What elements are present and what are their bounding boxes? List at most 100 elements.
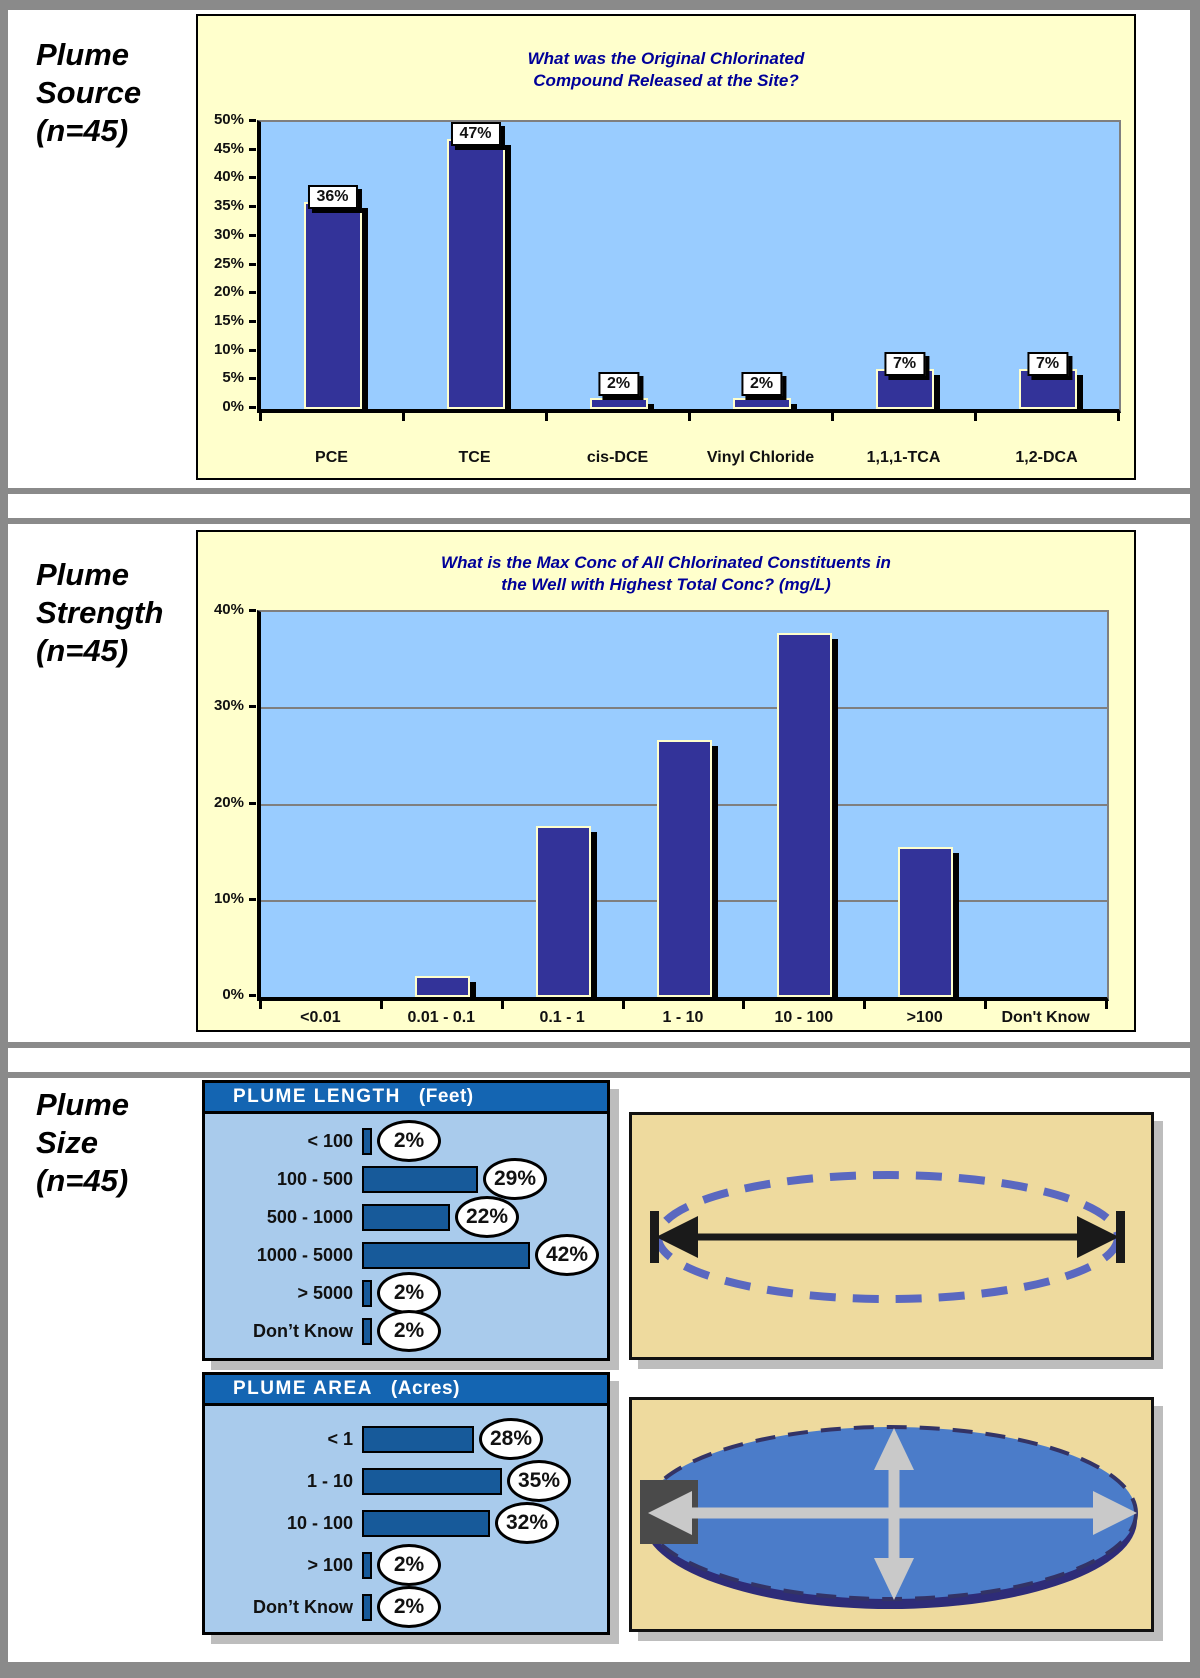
x-axis-tick bbox=[1117, 412, 1120, 421]
x-axis-category-label: 1,2-DCA bbox=[1015, 449, 1078, 466]
table-row: < 100 2% bbox=[205, 1120, 607, 1162]
y-axis-tick-label: 20% bbox=[213, 283, 244, 301]
plume-area-table-body: < 1 28% 1 - 10 35% 10 - 100 32% > 100 2% Don’t K… bbox=[205, 1406, 607, 1628]
y-axis-tick-label: 30% bbox=[213, 225, 244, 243]
x-axis-tick bbox=[831, 412, 834, 421]
x-axis-tick bbox=[402, 412, 405, 421]
page-frame-top bbox=[0, 0, 1200, 10]
bar-value-label: 2% bbox=[597, 372, 640, 396]
row-category-label: > 5000 bbox=[297, 1282, 353, 1303]
y-axis-tick-label: 5% bbox=[222, 369, 244, 387]
table-header-title: PLUME LENGTH bbox=[233, 1086, 401, 1107]
plume-source-chart: What was the Original Chlorinated Compou… bbox=[196, 14, 1136, 480]
y-axis-tick-label: 10% bbox=[213, 340, 244, 358]
plot-area: 36% 47% 2% 2% 7% 7% bbox=[257, 120, 1121, 413]
y-axis-tick bbox=[249, 147, 256, 151]
table-header-unit: (Feet) bbox=[418, 1086, 474, 1107]
panel-divider bbox=[8, 1042, 1190, 1048]
y-axis-tick bbox=[249, 705, 256, 709]
bar-group bbox=[303, 202, 369, 409]
x-axis-category-label: 0.01 - 0.1 bbox=[407, 1009, 476, 1026]
y-axis-tick bbox=[249, 406, 256, 409]
horizontal-arrowhead-right bbox=[1093, 1491, 1137, 1535]
plume-length-illustration bbox=[629, 1112, 1154, 1360]
row-category-label: 1 - 10 bbox=[306, 1470, 353, 1491]
x-axis-tick bbox=[688, 412, 691, 421]
bar-group bbox=[898, 847, 960, 997]
panel-label-line: (n=45) bbox=[36, 1163, 129, 1198]
y-axis-tick bbox=[249, 897, 256, 901]
row-bar bbox=[362, 1279, 372, 1307]
y-axis-tick-label: 30% bbox=[213, 697, 244, 715]
horizontal-arrowhead-left bbox=[648, 1491, 692, 1535]
panel-divider bbox=[8, 518, 1190, 524]
row-bar bbox=[362, 1241, 530, 1269]
y-axis-tick bbox=[249, 377, 256, 381]
x-axis-category-label: 10 - 100 bbox=[774, 1009, 834, 1026]
panel-label-plume-size: Plume Size (n=45) bbox=[36, 1086, 129, 1200]
plume-area-diagram bbox=[640, 1425, 1138, 1609]
chart-title-line: Compound Released at the Site? bbox=[533, 71, 799, 90]
chart-title-line: What was the Original Chlorinated bbox=[527, 49, 805, 68]
y-axis-tick bbox=[249, 205, 256, 209]
row-bar bbox=[362, 1203, 450, 1231]
y-axis-tick bbox=[249, 233, 256, 237]
x-axis-category-label: <0.01 bbox=[300, 1009, 341, 1026]
table-row: 10 - 100 32% bbox=[205, 1502, 607, 1544]
row-value-callout: 2% bbox=[377, 1544, 441, 1586]
table-row: 500 - 1000 22% bbox=[205, 1196, 607, 1238]
table-row: < 1 28% bbox=[205, 1418, 607, 1460]
row-category-label: 10 - 100 bbox=[286, 1512, 353, 1533]
row-bar bbox=[362, 1593, 372, 1621]
row-bar bbox=[362, 1127, 372, 1155]
y-axis-tick bbox=[249, 609, 256, 612]
panel-label-plume-strength: Plume Strength (n=45) bbox=[36, 556, 163, 670]
plume-length-diagram bbox=[650, 1171, 1125, 1303]
bar bbox=[732, 398, 791, 409]
table-header-unit: (Acres) bbox=[390, 1378, 460, 1399]
x-axis-category-label: Don't Know bbox=[1001, 1009, 1090, 1026]
panel-divider bbox=[8, 1072, 1190, 1078]
row-bar bbox=[362, 1509, 490, 1537]
x-axis-category-label: 0.1 - 1 bbox=[539, 1009, 585, 1026]
bar-value-label: 47% bbox=[450, 122, 501, 146]
chart-title: What was the Original Chlorinated Compou… bbox=[198, 48, 1134, 92]
bar bbox=[535, 826, 591, 997]
x-axis-category-label: 1 - 10 bbox=[662, 1009, 704, 1026]
y-axis-tick-label: 10% bbox=[213, 889, 244, 907]
y-axis-tick bbox=[249, 262, 256, 266]
y-axis-tick-label: 15% bbox=[213, 311, 244, 329]
y-axis-tick-label: 40% bbox=[213, 168, 244, 186]
bar-group bbox=[446, 139, 512, 409]
x-axis-tick bbox=[742, 1000, 746, 1009]
panel-label-line: Size bbox=[36, 1125, 99, 1160]
bar bbox=[898, 847, 954, 997]
row-category-label: Don’t Know bbox=[253, 1320, 353, 1341]
x-axis-tick bbox=[974, 412, 977, 421]
row-category-label: < 1 bbox=[327, 1428, 353, 1449]
panel-label-line: Plume bbox=[36, 1087, 130, 1122]
y-axis-tick bbox=[249, 801, 256, 805]
plume-length-table-body: < 100 2% 100 - 500 29% 500 - 1000 22% 1000 - 5… bbox=[205, 1114, 607, 1352]
page-frame-right bbox=[1190, 0, 1200, 1678]
table-row: > 5000 2% bbox=[205, 1272, 607, 1314]
row-category-label: > 100 bbox=[307, 1554, 353, 1575]
bar bbox=[777, 633, 833, 997]
y-axis-tick-label: 40% bbox=[213, 601, 244, 618]
panel-label-line: (n=45) bbox=[36, 633, 129, 668]
bar-value-label: 2% bbox=[740, 372, 783, 396]
row-bar bbox=[362, 1317, 372, 1345]
x-axis-category-label: PCE bbox=[315, 449, 348, 466]
bar-group bbox=[589, 398, 655, 409]
length-end-tick-right bbox=[1116, 1211, 1125, 1263]
page-frame-left bbox=[0, 0, 8, 1678]
vertical-arrowhead-bottom bbox=[874, 1558, 914, 1600]
row-bar bbox=[362, 1551, 372, 1579]
length-arrowhead-left bbox=[656, 1216, 698, 1258]
x-axis-category-label: cis-DCE bbox=[586, 449, 649, 466]
bar bbox=[656, 740, 712, 997]
chart-title-line: the Well with Highest Total Conc? (mg/L) bbox=[501, 575, 831, 594]
x-axis-tick bbox=[621, 1000, 625, 1009]
chart-title: What is the Max Conc of All Chlorinated … bbox=[198, 552, 1134, 596]
length-end-tick-left bbox=[650, 1211, 659, 1263]
